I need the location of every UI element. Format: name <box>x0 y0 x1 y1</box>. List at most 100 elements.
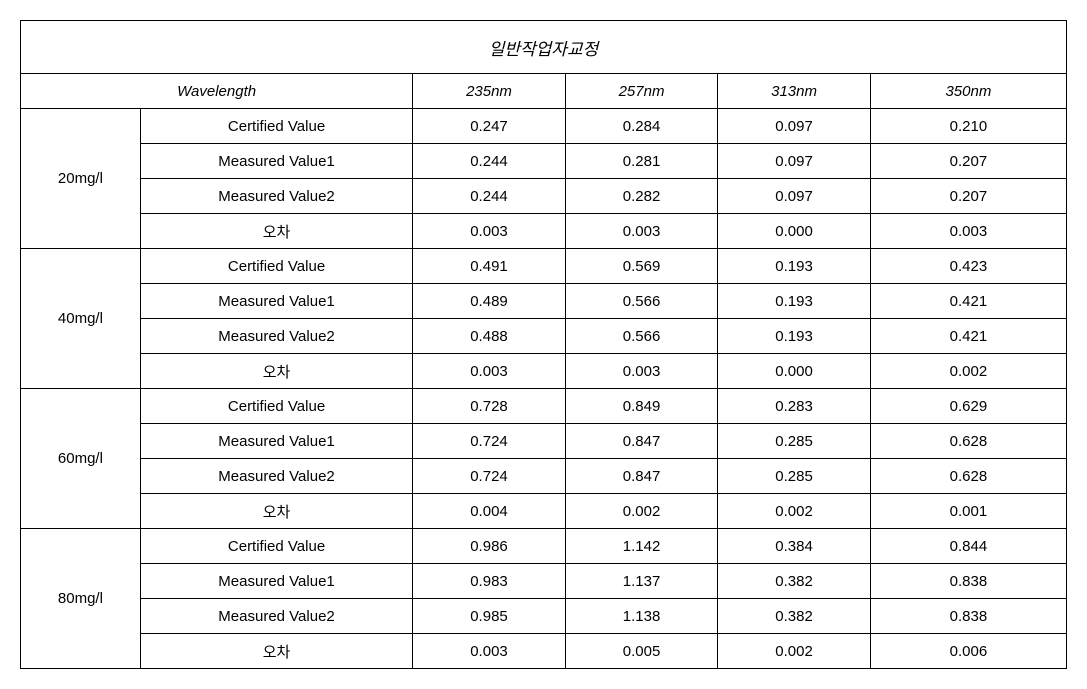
row-label: Measured Value2 <box>140 179 412 214</box>
data-cell: 0.003 <box>413 354 566 389</box>
data-cell: 0.282 <box>565 179 718 214</box>
data-cell: 0.284 <box>565 109 718 144</box>
data-cell: 0.285 <box>718 424 871 459</box>
data-cell: 0.847 <box>565 424 718 459</box>
data-cell: 0.003 <box>413 214 566 249</box>
data-cell: 0.193 <box>718 319 871 354</box>
data-cell: 0.244 <box>413 179 566 214</box>
concentration-cell: 20mg/l <box>21 109 141 249</box>
data-cell: 0.244 <box>413 144 566 179</box>
data-cell: 0.724 <box>413 424 566 459</box>
calibration-table: 일반작업자교정 Wavelength 235nm 257nm 313nm 350… <box>20 20 1067 669</box>
data-cell: 0.097 <box>718 144 871 179</box>
table-row: Measured Value20.9851.1380.3820.838 <box>21 599 1067 634</box>
row-label: Certified Value <box>140 249 412 284</box>
data-cell: 0.849 <box>565 389 718 424</box>
data-cell: 1.142 <box>565 529 718 564</box>
data-cell: 0.384 <box>718 529 871 564</box>
table-row: Measured Value20.4880.5660.1930.421 <box>21 319 1067 354</box>
data-cell: 0.986 <box>413 529 566 564</box>
table-row: Measured Value20.2440.2820.0970.207 <box>21 179 1067 214</box>
table-row: Measured Value10.2440.2810.0970.207 <box>21 144 1067 179</box>
data-cell: 0.838 <box>870 599 1066 634</box>
table-row: 오차0.0030.0050.0020.006 <box>21 634 1067 669</box>
table-title: 일반작업자교정 <box>21 21 1067 74</box>
data-cell: 0.097 <box>718 179 871 214</box>
data-cell: 0.001 <box>870 494 1066 529</box>
row-label: Measured Value1 <box>140 284 412 319</box>
data-cell: 0.844 <box>870 529 1066 564</box>
data-cell: 0.002 <box>565 494 718 529</box>
table-row: 오차0.0030.0030.0000.003 <box>21 214 1067 249</box>
data-cell: 0.566 <box>565 319 718 354</box>
data-cell: 0.193 <box>718 249 871 284</box>
data-cell: 0.421 <box>870 319 1066 354</box>
wavelength-header: Wavelength <box>21 74 413 109</box>
row-label: 오차 <box>140 634 412 669</box>
data-cell: 0.491 <box>413 249 566 284</box>
data-cell: 0.000 <box>718 214 871 249</box>
data-cell: 1.137 <box>565 564 718 599</box>
data-cell: 0.838 <box>870 564 1066 599</box>
data-cell: 0.488 <box>413 319 566 354</box>
concentration-cell: 60mg/l <box>21 389 141 529</box>
row-label: Measured Value2 <box>140 459 412 494</box>
data-cell: 0.847 <box>565 459 718 494</box>
data-cell: 0.210 <box>870 109 1066 144</box>
table-row: Measured Value20.7240.8470.2850.628 <box>21 459 1067 494</box>
data-cell: 0.006 <box>870 634 1066 669</box>
data-cell: 0.423 <box>870 249 1066 284</box>
data-cell: 0.283 <box>718 389 871 424</box>
data-cell: 0.628 <box>870 459 1066 494</box>
row-label: 오차 <box>140 354 412 389</box>
data-cell: 0.382 <box>718 599 871 634</box>
data-cell: 0.207 <box>870 144 1066 179</box>
table-row: 20mg/lCertified Value0.2470.2840.0970.21… <box>21 109 1067 144</box>
table-row: 오차0.0030.0030.0000.002 <box>21 354 1067 389</box>
data-cell: 0.728 <box>413 389 566 424</box>
table-row: 60mg/lCertified Value0.7280.8490.2830.62… <box>21 389 1067 424</box>
table-row: Measured Value10.9831.1370.3820.838 <box>21 564 1067 599</box>
row-label: Measured Value2 <box>140 599 412 634</box>
table-row: 오차0.0040.0020.0020.001 <box>21 494 1067 529</box>
data-cell: 0.724 <box>413 459 566 494</box>
data-cell: 0.247 <box>413 109 566 144</box>
data-cell: 0.002 <box>718 494 871 529</box>
data-cell: 0.569 <box>565 249 718 284</box>
data-cell: 0.285 <box>718 459 871 494</box>
row-label: Measured Value1 <box>140 424 412 459</box>
title-row: 일반작업자교정 <box>21 21 1067 74</box>
data-cell: 0.000 <box>718 354 871 389</box>
data-cell: 0.382 <box>718 564 871 599</box>
row-label: 오차 <box>140 494 412 529</box>
row-label: 오차 <box>140 214 412 249</box>
data-cell: 0.421 <box>870 284 1066 319</box>
table-row: Measured Value10.4890.5660.1930.421 <box>21 284 1067 319</box>
data-cell: 0.281 <box>565 144 718 179</box>
data-cell: 0.628 <box>870 424 1066 459</box>
data-cell: 0.002 <box>870 354 1066 389</box>
wavelength-col-2: 313nm <box>718 74 871 109</box>
data-cell: 0.005 <box>565 634 718 669</box>
table-row: Measured Value10.7240.8470.2850.628 <box>21 424 1067 459</box>
data-cell: 0.629 <box>870 389 1066 424</box>
data-cell: 1.138 <box>565 599 718 634</box>
data-cell: 0.003 <box>870 214 1066 249</box>
data-cell: 0.002 <box>718 634 871 669</box>
data-cell: 0.193 <box>718 284 871 319</box>
table-row: 40mg/lCertified Value0.4910.5690.1930.42… <box>21 249 1067 284</box>
concentration-cell: 40mg/l <box>21 249 141 389</box>
row-label: Measured Value1 <box>140 144 412 179</box>
wavelength-col-0: 235nm <box>413 74 566 109</box>
data-cell: 0.003 <box>565 354 718 389</box>
header-row: Wavelength 235nm 257nm 313nm 350nm <box>21 74 1067 109</box>
data-cell: 0.566 <box>565 284 718 319</box>
data-cell: 0.003 <box>413 634 566 669</box>
row-label: Measured Value2 <box>140 319 412 354</box>
data-cell: 0.983 <box>413 564 566 599</box>
data-cell: 0.489 <box>413 284 566 319</box>
wavelength-col-1: 257nm <box>565 74 718 109</box>
table-body: 일반작업자교정 Wavelength 235nm 257nm 313nm 350… <box>21 21 1067 669</box>
row-label: Certified Value <box>140 109 412 144</box>
concentration-cell: 80mg/l <box>21 529 141 669</box>
